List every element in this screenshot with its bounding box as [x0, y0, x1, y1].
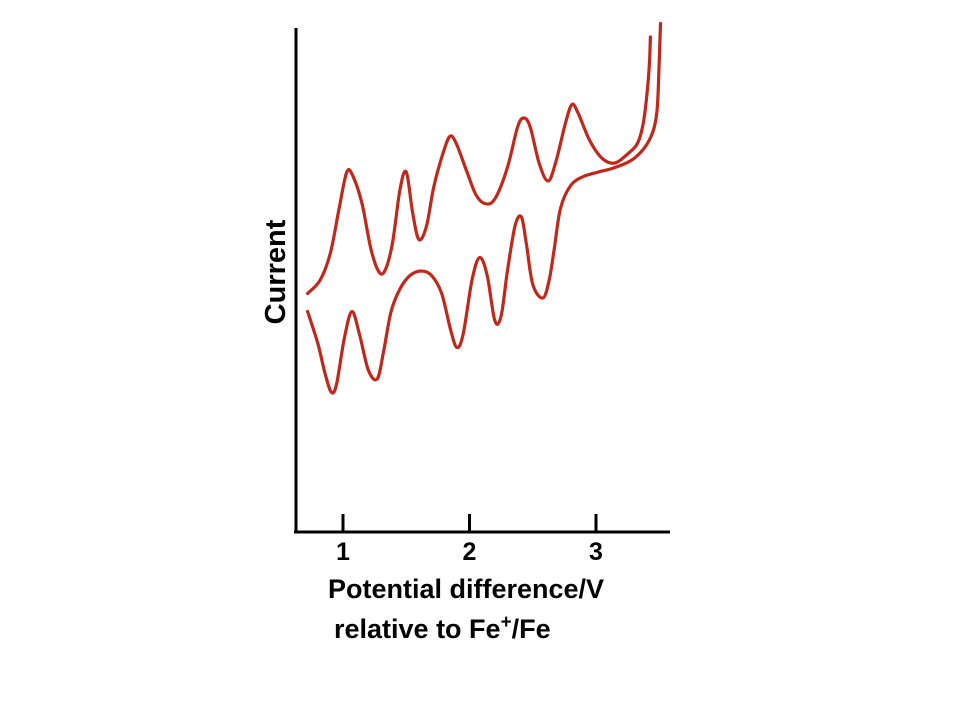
y-axis-label: Current — [260, 219, 292, 324]
series-line-1 — [306, 35, 652, 296]
x-tick-label-3: 3 — [589, 538, 603, 566]
x-axis-label-line2-sup: + — [501, 612, 512, 633]
curves — [306, 21, 663, 395]
x-tick-label-1: 1 — [336, 538, 350, 566]
series-line-2 — [306, 21, 663, 395]
x-ticks: 1 2 3 — [336, 514, 603, 566]
x-axis-label-line2-suffix: /Fe — [512, 614, 551, 644]
x-axis-label-line2-prefix: relative to Fe — [334, 614, 501, 644]
x-axis-label-line1: Potential difference/V — [328, 574, 604, 604]
x-tick-label-2: 2 — [463, 538, 477, 566]
x-axis-label-line2: relative to Fe+/Fe — [334, 612, 551, 644]
